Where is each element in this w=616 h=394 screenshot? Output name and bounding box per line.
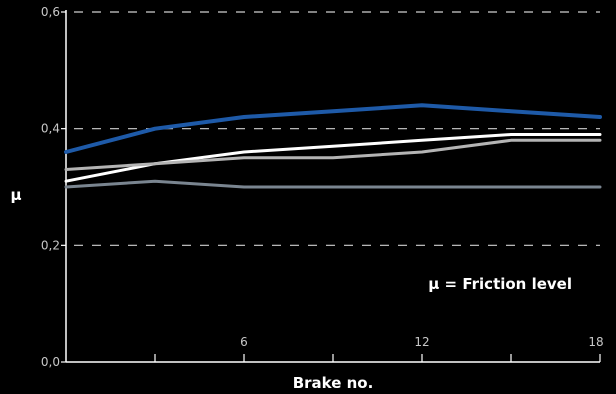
y-ticks: 0,0 0,2 0,4 0,6 bbox=[41, 5, 66, 369]
grid-lines bbox=[74, 11, 600, 246]
y-tick-label-0: 0,0 bbox=[41, 355, 60, 369]
series-lines bbox=[64, 103, 602, 189]
y-tick-label-2: 0,4 bbox=[41, 122, 60, 136]
y-axis-label: μ bbox=[10, 186, 21, 204]
y-tick-label-3: 0,6 bbox=[41, 5, 60, 19]
x-tick-label-2: 18 bbox=[588, 335, 603, 349]
x-axis-label: Brake no. bbox=[293, 374, 374, 392]
annotation-friction-level: μ = Friction level bbox=[428, 275, 572, 293]
series-line-3 bbox=[64, 179, 602, 189]
series-line-0 bbox=[64, 103, 602, 154]
x-tick-label-1: 12 bbox=[414, 335, 429, 349]
x-ticks: 6 12 18 bbox=[154, 335, 604, 362]
x-tick-label-0: 6 bbox=[240, 335, 248, 349]
series-line-2 bbox=[64, 138, 602, 171]
y-tick-label-1: 0,2 bbox=[41, 238, 60, 252]
